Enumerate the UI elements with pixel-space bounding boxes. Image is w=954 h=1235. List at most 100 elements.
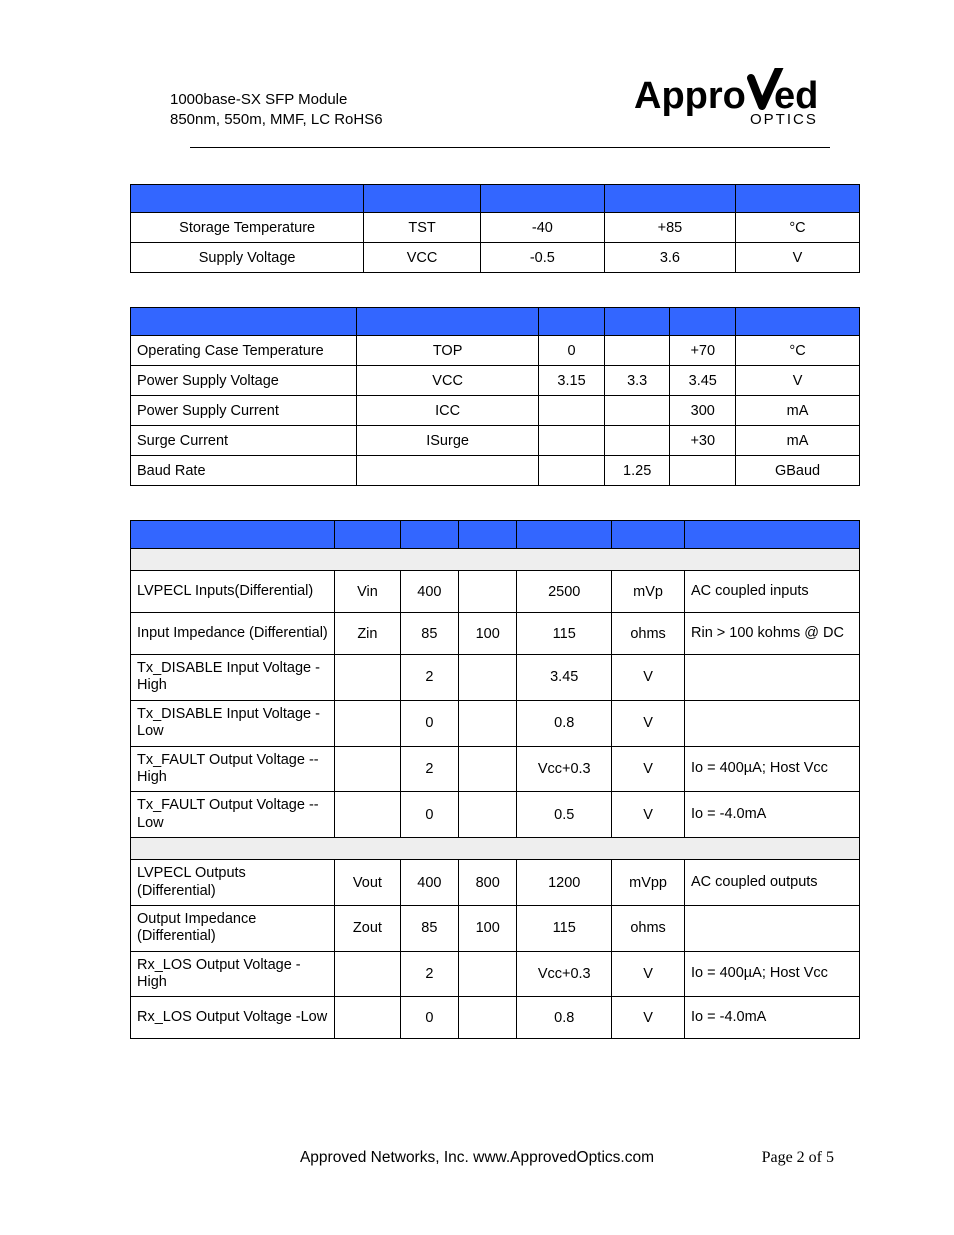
table-row: Rx_LOS Output Voltage - High 2 Vcc+0.3 V… bbox=[131, 951, 860, 997]
cell-unit: °C bbox=[736, 336, 860, 366]
header-line1: 1000base-SX SFP Module bbox=[170, 90, 383, 110]
table-row: Storage Temperature TST -40 +85 °C bbox=[131, 213, 860, 243]
cell-max: 1200 bbox=[517, 860, 612, 906]
header-divider bbox=[190, 147, 830, 148]
table-header-row bbox=[131, 185, 860, 213]
cell-max bbox=[670, 456, 736, 486]
cell-typ: 3.3 bbox=[604, 366, 670, 396]
cell-notes bbox=[685, 905, 860, 951]
cell-min: 2 bbox=[400, 951, 458, 997]
cell-min: 0 bbox=[400, 792, 458, 838]
cell-max: +70 bbox=[670, 336, 736, 366]
cell-max: +30 bbox=[670, 426, 736, 456]
brand-logo: Appro ed OPTICS bbox=[634, 68, 854, 135]
cell-param: Operating Case Temperature bbox=[131, 336, 357, 366]
table-row: Input Impedance (Differential) Zin 85 10… bbox=[131, 613, 860, 655]
footer-page-number: Page 2 of 5 bbox=[762, 1149, 834, 1167]
cell-symbol: TST bbox=[364, 213, 481, 243]
cell-unit: °C bbox=[736, 213, 860, 243]
cell-unit: V bbox=[612, 792, 685, 838]
cell-max: 115 bbox=[517, 905, 612, 951]
cell-param: Input Impedance (Differential) bbox=[131, 613, 335, 655]
cell-max: 3.6 bbox=[604, 243, 735, 273]
cell-symbol: ICC bbox=[356, 396, 538, 426]
cell-max: 2500 bbox=[517, 571, 612, 613]
cell-typ bbox=[604, 396, 670, 426]
table-row: Power Supply Voltage VCC 3.15 3.3 3.45 V bbox=[131, 366, 860, 396]
cell-unit: V bbox=[612, 746, 685, 792]
cell-min: 85 bbox=[400, 905, 458, 951]
recommended-operating-table: Operating Case Temperature TOP 0 +70 °C … bbox=[130, 307, 860, 486]
cell-param: Tx_FAULT Output Voltage -- High bbox=[131, 746, 335, 792]
cell-notes bbox=[685, 700, 860, 746]
cell-param: Storage Temperature bbox=[131, 213, 364, 243]
svg-text:OPTICS: OPTICS bbox=[750, 111, 818, 128]
cell-typ bbox=[459, 792, 517, 838]
cell-unit: mVp bbox=[612, 571, 685, 613]
section-row-transmitter bbox=[131, 549, 860, 571]
cell-typ bbox=[604, 336, 670, 366]
cell-symbol: TOP bbox=[356, 336, 538, 366]
cell-min: 3.15 bbox=[539, 366, 605, 396]
table-header-row bbox=[131, 521, 860, 549]
cell-unit: V bbox=[612, 700, 685, 746]
cell-notes bbox=[685, 655, 860, 701]
cell-max: 115 bbox=[517, 613, 612, 655]
cell-unit: GBaud bbox=[736, 456, 860, 486]
cell-min: 85 bbox=[400, 613, 458, 655]
cell-notes: Io = -4.0mA bbox=[685, 997, 860, 1039]
table-row: Surge Current ISurge +30 mA bbox=[131, 426, 860, 456]
cell-min: 2 bbox=[400, 746, 458, 792]
cell-param: Rx_LOS Output Voltage - High bbox=[131, 951, 335, 997]
table-row: Tx_DISABLE Input Voltage -Low 0 0.8 V bbox=[131, 700, 860, 746]
cell-symbol bbox=[335, 792, 401, 838]
cell-symbol: Zin bbox=[335, 613, 401, 655]
cell-typ bbox=[604, 426, 670, 456]
cell-min: 0 bbox=[400, 700, 458, 746]
svg-text:Appro: Appro bbox=[634, 75, 746, 117]
table-row: Operating Case Temperature TOP 0 +70 °C bbox=[131, 336, 860, 366]
cell-min bbox=[539, 456, 605, 486]
cell-symbol: Zout bbox=[335, 905, 401, 951]
cell-max: 0.8 bbox=[517, 700, 612, 746]
table-row: LVPECL Inputs(Differential) Vin 400 2500… bbox=[131, 571, 860, 613]
table-row: Tx_DISABLE Input Voltage - High 2 3.45 V bbox=[131, 655, 860, 701]
table-row: LVPECL Outputs (Differential) Vout 400 8… bbox=[131, 860, 860, 906]
cell-symbol bbox=[356, 456, 538, 486]
approved-optics-logo-icon: Appro ed OPTICS bbox=[634, 68, 854, 130]
cell-notes: Rin > 100 kohms @ DC bbox=[685, 613, 860, 655]
cell-unit: mVpp bbox=[612, 860, 685, 906]
cell-unit: V bbox=[736, 366, 860, 396]
cell-min: 2 bbox=[400, 655, 458, 701]
cell-typ bbox=[459, 700, 517, 746]
cell-unit: V bbox=[612, 951, 685, 997]
cell-param: Tx_DISABLE Input Voltage - High bbox=[131, 655, 335, 701]
cell-symbol bbox=[335, 746, 401, 792]
electrical-characteristics-table: LVPECL Inputs(Differential) Vin 400 2500… bbox=[130, 520, 860, 1039]
page-footer: Approved Networks, Inc. www.ApprovedOpti… bbox=[0, 1149, 954, 1167]
cell-param: Power Supply Voltage bbox=[131, 366, 357, 396]
cell-min: 400 bbox=[400, 860, 458, 906]
cell-min: 400 bbox=[400, 571, 458, 613]
cell-symbol: VCC bbox=[356, 366, 538, 396]
cell-param: Supply Voltage bbox=[131, 243, 364, 273]
cell-typ: 100 bbox=[459, 905, 517, 951]
cell-min: -0.5 bbox=[480, 243, 604, 273]
cell-symbol bbox=[335, 655, 401, 701]
table-row: Tx_FAULT Output Voltage --Low 0 0.5 V Io… bbox=[131, 792, 860, 838]
cell-param: Output Impedance (Differential) bbox=[131, 905, 335, 951]
table-row: Power Supply Current ICC 300 mA bbox=[131, 396, 860, 426]
cell-min: -40 bbox=[480, 213, 604, 243]
cell-max: 300 bbox=[670, 396, 736, 426]
header-line2: 850nm, 550m, MMF, LC RoHS6 bbox=[170, 110, 383, 130]
cell-param: Baud Rate bbox=[131, 456, 357, 486]
table-header-row bbox=[131, 308, 860, 336]
cell-symbol bbox=[335, 700, 401, 746]
cell-min bbox=[539, 426, 605, 456]
cell-typ: 1.25 bbox=[604, 456, 670, 486]
footer-company: Approved Networks, Inc. www.ApprovedOpti… bbox=[300, 1149, 654, 1166]
cell-param: Power Supply Current bbox=[131, 396, 357, 426]
cell-symbol: ISurge bbox=[356, 426, 538, 456]
table-row: Baud Rate 1.25 GBaud bbox=[131, 456, 860, 486]
abs-max-ratings-table: Storage Temperature TST -40 +85 °C Suppl… bbox=[130, 184, 860, 273]
